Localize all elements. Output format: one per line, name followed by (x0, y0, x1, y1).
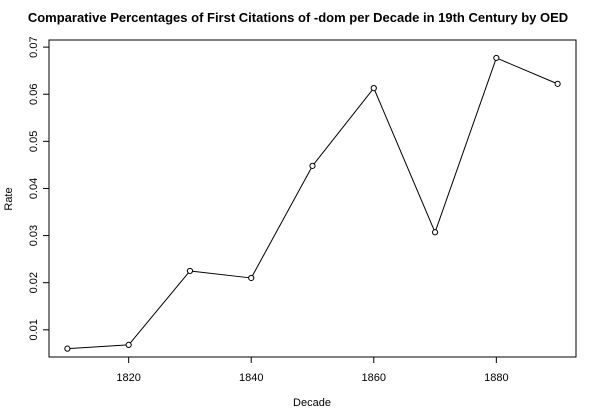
series-line-segment (69, 344, 127, 349)
x-tick-label: 1820 (116, 372, 140, 384)
series-line-segment (192, 270, 249, 279)
series-layer (64, 54, 561, 352)
plot-frame (48, 39, 577, 358)
series-line-segment (498, 58, 556, 84)
x-axis: 1820 1840 1860 1880 (116, 357, 509, 384)
y-tick-label: 0.02 (28, 272, 40, 293)
y-axis: 0.01 0.02 0.03 0.04 0.05 0.06 0.07 (28, 36, 49, 341)
series-line-segment (313, 89, 373, 165)
series-line-segment (435, 60, 496, 230)
data-point (554, 80, 561, 87)
y-tick-label: 0.05 (28, 131, 40, 152)
x-tick-label: 1880 (484, 372, 508, 384)
x-tick-label: 1860 (362, 372, 386, 384)
data-point (431, 229, 439, 236)
y-tick-label: 0.07 (28, 36, 40, 57)
data-point (248, 274, 255, 282)
data-point (309, 162, 316, 169)
y-tick-label: 0.06 (28, 84, 40, 105)
y-tick-label: 0.04 (28, 178, 40, 199)
y-tick-label: 0.03 (28, 225, 40, 246)
data-point (493, 54, 500, 62)
series-line-segment (374, 90, 435, 231)
series-line-segment (129, 272, 189, 344)
x-tick-label: 1840 (239, 372, 263, 384)
y-axis-label: Rate (3, 187, 15, 210)
data-point (186, 267, 194, 275)
data-point (64, 345, 71, 352)
chart-title: Comparative Percentages of First Citatio… (28, 10, 568, 25)
data-point (125, 341, 132, 348)
series-line-segment (252, 167, 312, 276)
x-axis-label: Decade (293, 397, 331, 409)
y-tick-label: 0.01 (28, 319, 40, 340)
data-point (370, 85, 377, 92)
